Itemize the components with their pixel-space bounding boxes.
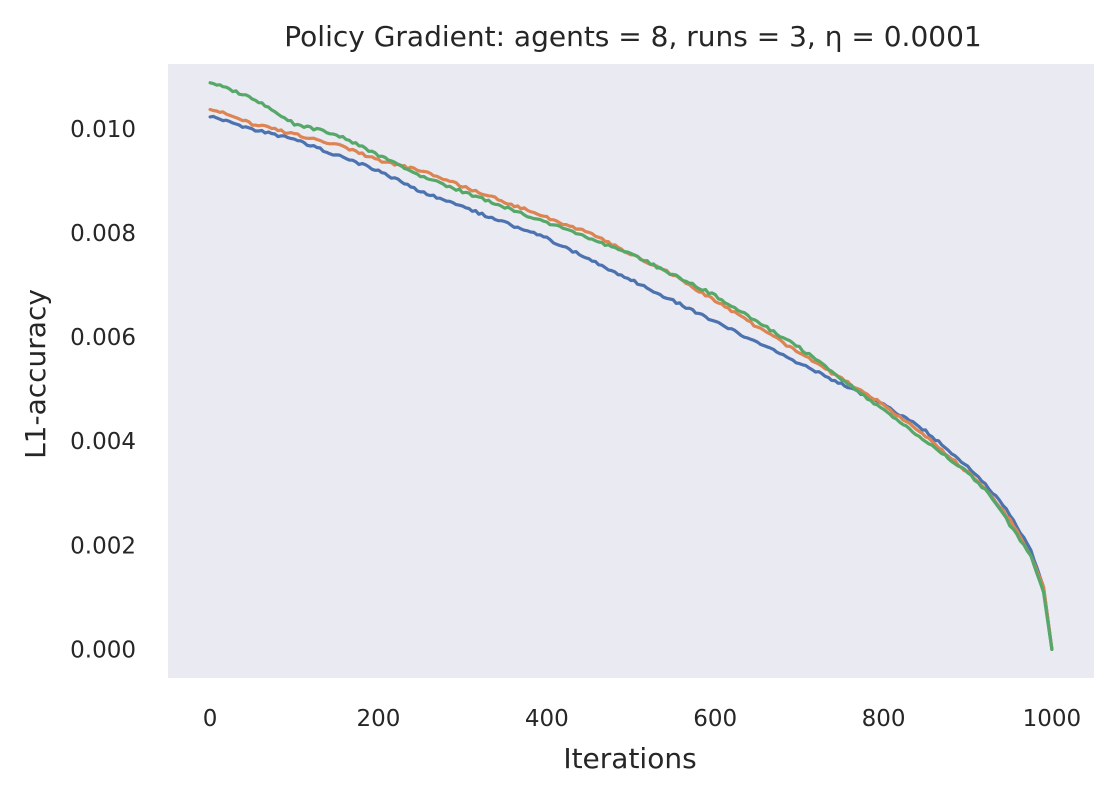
x-tick-label: 1000 — [1023, 706, 1082, 732]
y-tick-label: 0.004 — [70, 429, 136, 455]
y-axis-ticks: 0.000 0.002 0.004 0.006 0.008 0.010 — [70, 117, 136, 663]
y-axis-label: L1-accuracy — [19, 289, 52, 459]
y-tick-label: 0.006 — [70, 325, 136, 351]
x-tick-label: 200 — [357, 706, 401, 732]
x-tick-label: 800 — [862, 706, 906, 732]
x-tick-label: 0 — [203, 706, 218, 732]
x-axis-ticks: 0 200 400 600 800 1000 — [203, 706, 1081, 732]
series-group — [208, 81, 1054, 652]
y-tick-label: 0.008 — [70, 221, 136, 247]
series-line-3 — [208, 81, 1054, 652]
x-tick-label: 600 — [693, 706, 737, 732]
y-tick-label: 0.010 — [70, 117, 136, 143]
x-axis-label: Iterations — [563, 742, 696, 775]
y-tick-label: 0.000 — [70, 637, 136, 663]
chart-title: Policy Gradient: agents = 8, runs = 3, η… — [284, 20, 981, 53]
series-line-1 — [208, 114, 1054, 652]
plot-area — [168, 64, 1094, 678]
x-tick-label: 400 — [525, 706, 569, 732]
y-tick-label: 0.002 — [70, 533, 136, 559]
